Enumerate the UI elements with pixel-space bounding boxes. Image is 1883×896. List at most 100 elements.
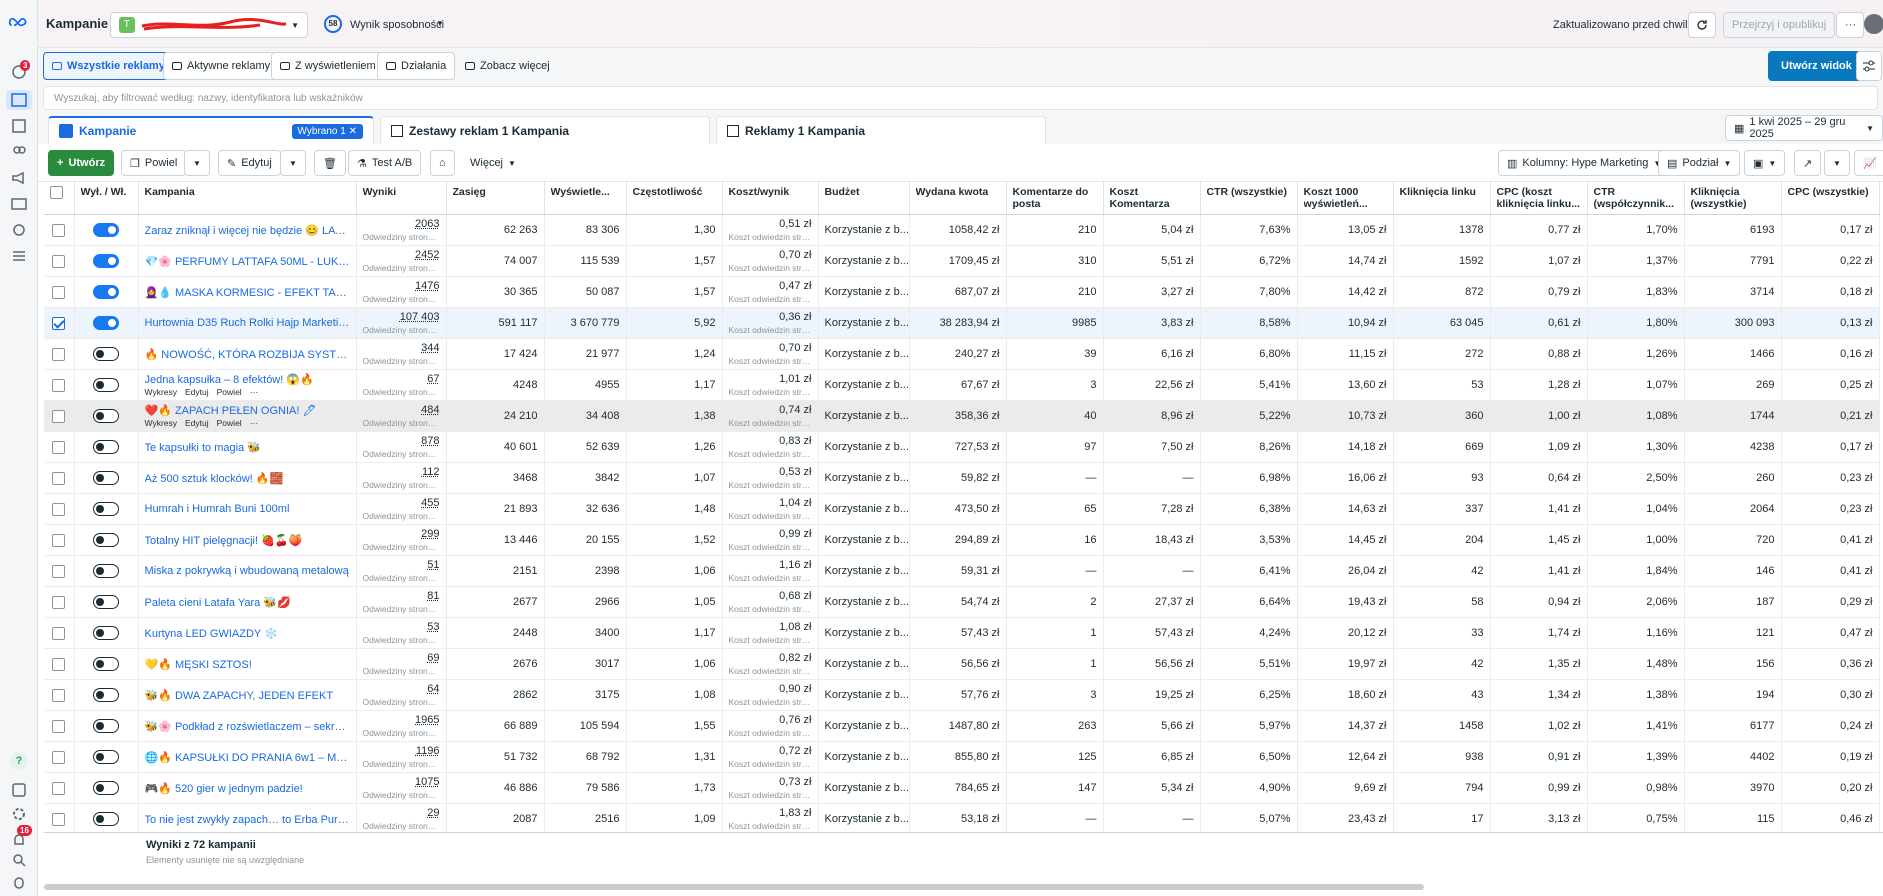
campaign-name[interactable]: Te kapsułki to magia 🐝 [145, 441, 350, 454]
create-button[interactable]: + Utwórz [48, 150, 114, 176]
export-button[interactable]: ↗ [1794, 150, 1821, 176]
view-tab[interactable]: Z wyświetleniem [271, 52, 385, 80]
nav-icon[interactable] [11, 170, 27, 186]
header-cell[interactable]: CTR (współczynnik... [1587, 182, 1684, 215]
row-checkbox[interactable] [52, 782, 65, 795]
row-checkbox[interactable] [52, 286, 65, 299]
row-checkbox[interactable] [52, 317, 65, 330]
delete-button[interactable]: 🗑 [314, 150, 346, 176]
campaigns-icon[interactable] [6, 90, 32, 110]
row-action[interactable]: Wykresy [145, 387, 178, 397]
avatar[interactable] [1864, 14, 1883, 34]
status-toggle[interactable] [93, 688, 119, 702]
duplicate-button[interactable]: ❐ Powiel [121, 150, 186, 176]
menu-icon[interactable] [11, 248, 27, 264]
header-cell[interactable]: Częstotliwość [626, 182, 722, 215]
status-toggle[interactable] [93, 378, 119, 392]
row-checkbox[interactable] [52, 410, 65, 423]
duplicate-dropdown[interactable]: ▼ [184, 150, 210, 176]
view-settings-button[interactable] [1856, 51, 1882, 81]
row-checkbox[interactable] [52, 813, 65, 826]
header-cell[interactable]: Wydana kwota [909, 182, 1006, 215]
header-cell[interactable]: Komentarze do posta [1006, 182, 1103, 215]
row-checkbox[interactable] [52, 751, 65, 764]
campaigns-tab[interactable]: Kampanie Wybrano 1 ✕ [48, 116, 374, 144]
horizontal-scrollbar[interactable] [44, 884, 1424, 890]
review-publish-button[interactable]: Przejrzyj i opublikuj [1723, 12, 1835, 38]
campaign-name[interactable]: 🐝🌸 Podkład z rozświetlaczem – sekret gła… [145, 720, 350, 733]
ads-tab[interactable]: Reklamy 1 Kampania [716, 116, 1046, 144]
settings-icon[interactable] [11, 806, 27, 822]
date-range-button[interactable]: ▦ 1 kwi 2025 – 29 gru 2025 ▼ [1725, 115, 1883, 141]
select-all-checkbox[interactable] [50, 186, 63, 199]
status-toggle[interactable] [93, 223, 119, 237]
header-cell[interactable]: Zasięg [446, 182, 544, 215]
header-cell[interactable]: Kampania [138, 182, 356, 215]
reports-button[interactable]: ▣ ▼ [1744, 150, 1785, 176]
row-checkbox[interactable] [52, 379, 65, 392]
campaign-name[interactable]: Kurtyna LED GWIAZDY ❄️ [145, 627, 350, 640]
header-cell[interactable]: Koszt 1000 wyświetleń... [1297, 182, 1393, 215]
row-action[interactable]: Edytuj [185, 418, 209, 428]
campaign-name[interactable]: Aż 500 sztuk klocków! 🔥🧱 [145, 472, 350, 485]
create-view-button[interactable]: Utwórz widok [1768, 51, 1865, 81]
breakdown-button[interactable]: ▤ Podział ▼ [1658, 150, 1740, 176]
campaign-name[interactable]: 🧕💧 MASKA KORMESIC - EFEKT TAFLI WO... [145, 286, 350, 299]
status-toggle[interactable] [93, 750, 119, 764]
status-toggle[interactable] [93, 409, 119, 423]
header-cell[interactable]: Wył. / Wł. [74, 182, 138, 215]
nav-icon[interactable] [11, 222, 27, 238]
campaign-name[interactable]: 🌐🔥 KAPSUŁKI DO PRANIA 6w1 – MEGA P... [145, 751, 350, 764]
campaign-name[interactable]: Hurtownia D35 Ruch Rolki Hajp Marketing [145, 317, 350, 329]
row-checkbox[interactable] [52, 224, 65, 237]
row-action[interactable]: ··· [250, 418, 259, 428]
status-toggle[interactable] [93, 657, 119, 671]
account-selector[interactable]: T ▼ [110, 12, 308, 38]
view-tab[interactable]: Wszystkie reklamy [43, 52, 174, 80]
header-cell[interactable]: Kliknięcia (wszystkie) [1684, 182, 1781, 215]
row-checkbox[interactable] [52, 565, 65, 578]
header-cell[interactable]: Koszt/wynik [722, 182, 818, 215]
header-cell[interactable]: CPC (wszystkie) [1781, 182, 1879, 215]
header-cell[interactable]: CPC (koszt kliknięcia linku... [1490, 182, 1587, 215]
view-tab[interactable]: Aktywne reklamy [163, 52, 279, 80]
status-toggle[interactable] [93, 564, 119, 578]
campaign-name[interactable]: 💛🔥 MĘSKI SZTOS! [145, 658, 350, 671]
campaign-name[interactable]: Paleta cieni Latafa Yara 🐝💋 [145, 596, 350, 609]
status-toggle[interactable] [93, 285, 119, 299]
status-toggle[interactable] [93, 533, 119, 547]
help-button[interactable]: ? [10, 752, 28, 770]
status-toggle[interactable] [93, 440, 119, 454]
row-checkbox[interactable] [52, 441, 65, 454]
row-checkbox[interactable] [52, 627, 65, 640]
status-toggle[interactable] [93, 254, 119, 268]
row-checkbox[interactable] [52, 596, 65, 609]
opportunity-score[interactable]: 58 [324, 15, 342, 33]
view-tab[interactable]: Zobacz więcej [457, 52, 558, 80]
status-toggle[interactable] [93, 595, 119, 609]
meta-logo[interactable] [9, 14, 29, 30]
row-action[interactable]: ··· [250, 387, 259, 397]
nav-icon[interactable] [11, 782, 27, 798]
refresh-button[interactable] [1688, 12, 1716, 38]
campaign-name[interactable]: To nie jest zwykły zapach… to Erba Pure!… [145, 813, 350, 826]
campaign-name[interactable]: Humrah i Humrah Buni 100ml [145, 503, 350, 515]
search-input[interactable]: Wyszukaj, aby filtrować według: nazwy, i… [43, 86, 1878, 110]
header-cell[interactable]: CTR (wszystkie) [1200, 182, 1297, 215]
columns-button[interactable]: ▥Kolumny: Hype Marketing▼ [1498, 150, 1670, 176]
chart-button[interactable]: 📈 [1854, 150, 1883, 176]
export-dropdown[interactable]: ▼ [1824, 150, 1850, 176]
status-toggle[interactable] [93, 812, 119, 826]
header-cell[interactable]: Wyniki [356, 182, 446, 215]
campaign-name[interactable]: 🔥 NOWOŚĆ, KTÓRA ROZBIJA SYSTEM! 🔥 [145, 348, 350, 361]
tag-button[interactable]: ⌂ [430, 150, 455, 176]
status-toggle[interactable] [93, 626, 119, 640]
search-icon[interactable] [11, 852, 27, 868]
campaign-name[interactable]: Totalny HIT pielęgnacji! 🍓🍒🍑 [145, 534, 350, 547]
row-checkbox[interactable] [52, 472, 65, 485]
row-checkbox[interactable] [52, 503, 65, 516]
row-action[interactable]: Wykresy [145, 418, 178, 428]
status-toggle[interactable] [93, 781, 119, 795]
row-checkbox[interactable] [52, 534, 65, 547]
header-cell[interactable]: Kliknięcia linku [1393, 182, 1490, 215]
